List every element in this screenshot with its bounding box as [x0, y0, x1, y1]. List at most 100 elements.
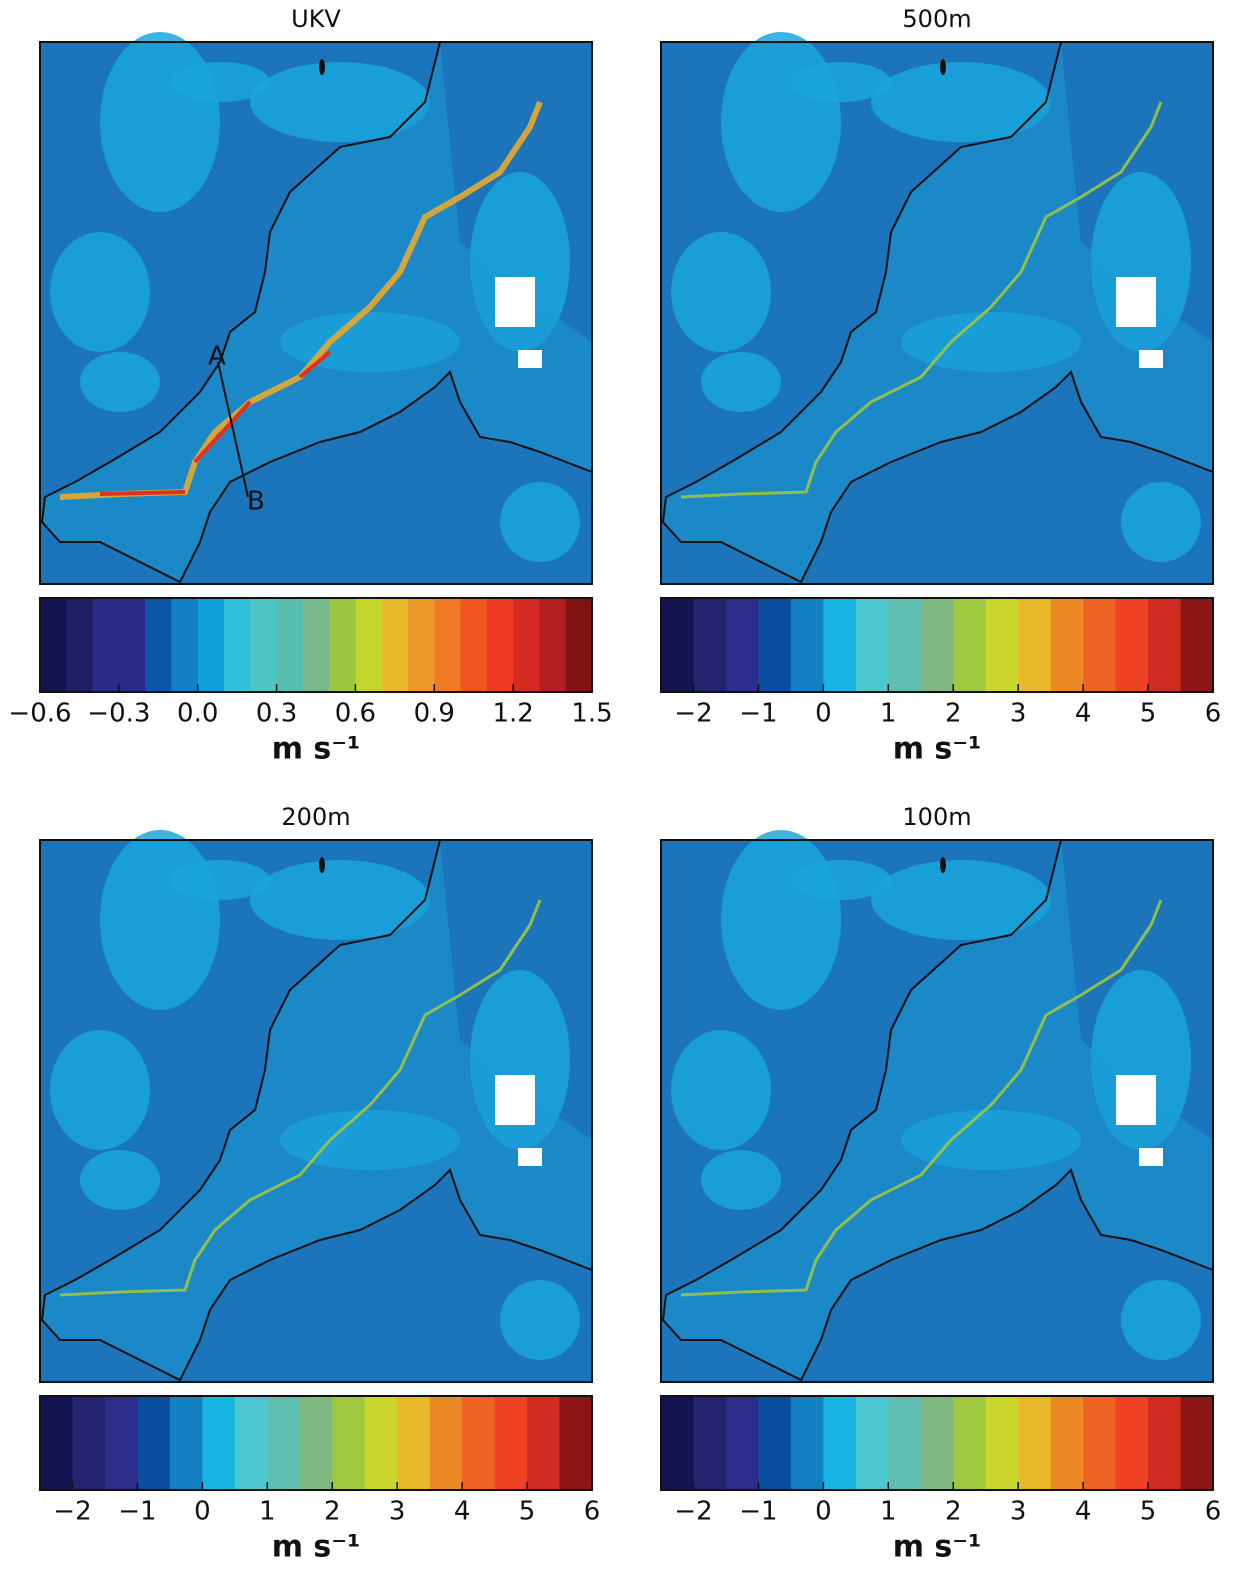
colorbar-segment: [462, 1396, 495, 1490]
colorbar-unit: m s⁻¹: [272, 1530, 361, 1565]
colorbar-segment: [1051, 598, 1084, 692]
panel-title: 100m: [902, 803, 971, 831]
colorbar-tick-label: 0: [815, 699, 832, 729]
colorbar-unit: m s⁻¹: [272, 732, 361, 767]
missing-data: [1139, 1148, 1163, 1166]
field-patch: [671, 232, 771, 352]
island: [940, 59, 946, 75]
colorbar-segment: [1083, 598, 1116, 692]
colorbar-segment: [277, 598, 304, 692]
field-patch: [500, 1280, 580, 1360]
colorbar-tick-label: −2: [53, 1497, 91, 1527]
colorbar-segment: [661, 598, 694, 692]
colorbar-tick-label: 3: [1010, 699, 1027, 729]
colorbar-tick-label: 1.2: [492, 699, 533, 729]
colorbar-segment: [1148, 1396, 1181, 1490]
field-patch: [170, 62, 270, 102]
colorbar-segment: [430, 1396, 463, 1490]
map: [661, 32, 1213, 584]
colorbar-tick-label: 6: [1205, 1497, 1222, 1527]
colorbar-tick-label: 5: [519, 1497, 536, 1527]
colorbar-segment: [527, 1396, 560, 1490]
colorbar-unit: m s⁻¹: [893, 1530, 982, 1565]
colorbar-segment: [823, 1396, 856, 1490]
colorbar-segment: [137, 1396, 170, 1490]
field-patch: [100, 830, 220, 1010]
colorbar-tick-label: 1.5: [571, 699, 612, 729]
colorbar-tick-label: 3: [1010, 1497, 1027, 1527]
colorbar-segment: [888, 1396, 921, 1490]
colorbar-segment: [921, 1396, 954, 1490]
colorbar-segment: [888, 598, 921, 692]
colorbar-tick-label: 0.6: [335, 699, 376, 729]
colorbar-segment: [1116, 1396, 1149, 1490]
colorbar-tick-label: 0.3: [256, 699, 297, 729]
colorbar-segment: [487, 598, 514, 692]
figure: UKVAB−0.6−0.30.00.30.60.91.21.5m s⁻¹500m…: [0, 0, 1255, 1595]
field-patch: [50, 1030, 150, 1150]
island: [319, 857, 325, 873]
colorbar-tick-label: 2: [945, 699, 962, 729]
colorbar-unit: m s⁻¹: [893, 732, 982, 767]
colorbar-tick-label: 6: [1205, 699, 1222, 729]
colorbar-segment: [791, 1396, 824, 1490]
field-patch: [671, 1030, 771, 1150]
colorbar-tick-label: −1: [739, 1497, 777, 1527]
colorbar-tick-label: 0.9: [414, 699, 455, 729]
map: [661, 830, 1213, 1382]
map: AB: [40, 32, 592, 584]
colorbar-segment: [726, 598, 759, 692]
colorbar-tick-label: 4: [454, 1497, 471, 1527]
field-patch: [80, 352, 160, 412]
colorbar-tick-label: 1: [880, 1497, 897, 1527]
colorbar-segment: [202, 1396, 235, 1490]
field-patch: [500, 482, 580, 562]
colorbar-segment: [235, 1396, 268, 1490]
colorbar-segment: [382, 598, 409, 692]
colorbar-segment: [856, 1396, 889, 1490]
colorbar-segment: [791, 598, 824, 692]
field-patch: [721, 32, 841, 212]
colorbar-segment: [300, 1396, 333, 1490]
missing-data: [1116, 277, 1156, 327]
colorbar-segment: [566, 598, 593, 692]
colorbar-segment: [726, 1396, 759, 1490]
colorbar-segment: [119, 598, 146, 692]
colorbar-tick-label: 0.0: [177, 699, 218, 729]
missing-data: [495, 277, 535, 327]
missing-data: [1116, 1075, 1156, 1125]
section-label: B: [247, 487, 265, 517]
colorbar-segment: [953, 598, 986, 692]
panel-title: 500m: [902, 5, 971, 33]
colorbar-tick-label: 4: [1075, 699, 1092, 729]
colorbar-segment: [1181, 598, 1214, 692]
colorbar-tick-label: 2: [945, 1497, 962, 1527]
colorbar-segment: [267, 1396, 300, 1490]
colorbar-tick-label: −2: [674, 1497, 712, 1527]
missing-data: [1139, 350, 1163, 368]
colorbar-tick-label: 0: [194, 1497, 211, 1527]
colorbar-segment: [145, 598, 172, 692]
colorbar-segment: [171, 598, 198, 692]
colorbar-segment: [758, 1396, 791, 1490]
colorbar-segment: [1083, 1396, 1116, 1490]
colorbar-tick-label: 5: [1140, 699, 1157, 729]
colorbar-segment: [40, 1396, 73, 1490]
field-patch: [80, 1150, 160, 1210]
colorbar-segment: [693, 1396, 726, 1490]
panel-title: UKV: [291, 5, 341, 33]
colorbar-segment: [397, 1396, 430, 1490]
field-patch: [1121, 1280, 1201, 1360]
colorbar-tick-label: −2: [674, 699, 712, 729]
colorbar-segment: [1018, 1396, 1051, 1490]
colorbar-segment: [758, 598, 791, 692]
colorbar-segment: [1051, 1396, 1084, 1490]
field-patch: [791, 62, 891, 102]
colorbar-segment: [560, 1396, 593, 1490]
colorbar-segment: [661, 1396, 694, 1490]
colorbar-segment: [953, 1396, 986, 1490]
missing-data: [518, 1148, 542, 1166]
missing-data: [518, 350, 542, 368]
colorbar-tick-label: −0.6: [8, 699, 71, 729]
colorbar-segment: [329, 598, 356, 692]
